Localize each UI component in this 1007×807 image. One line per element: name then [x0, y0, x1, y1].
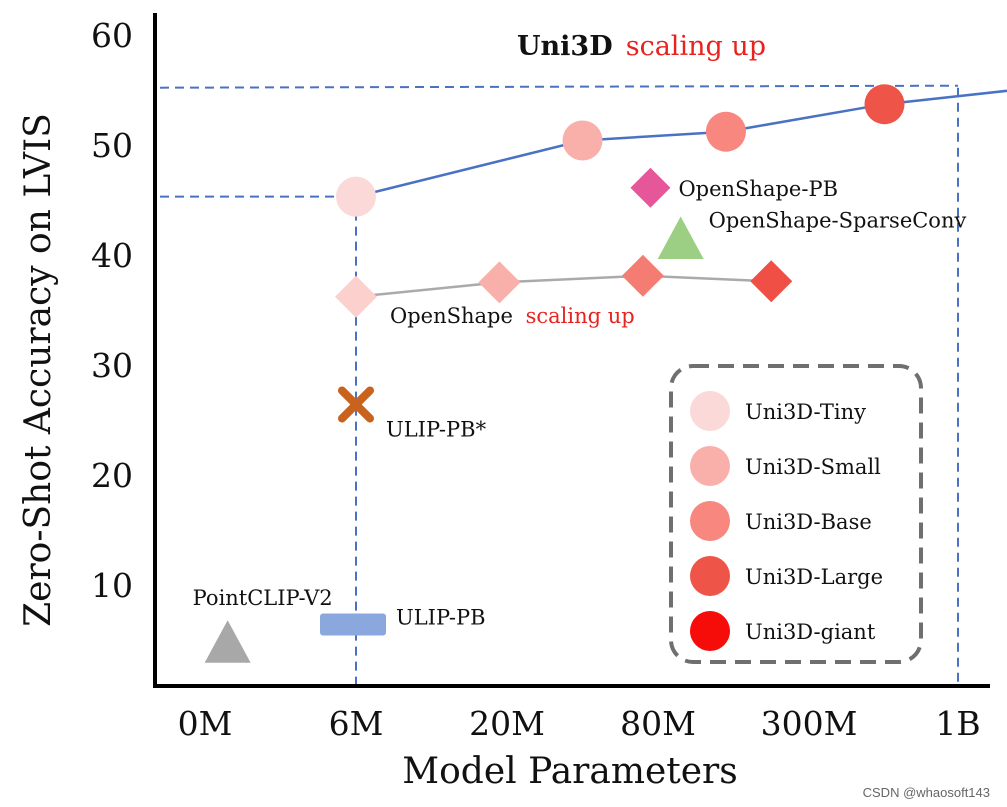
- legend-label: Uni3D-Tiny: [745, 400, 866, 424]
- legend-swatch: [690, 501, 730, 541]
- annotation-label: PointCLIP-V2: [193, 586, 333, 610]
- x-tick-label: 0M: [178, 704, 233, 743]
- uni3d-point: [864, 84, 905, 125]
- y-tick-label: 50: [91, 126, 133, 165]
- annotation-labels: OpenShape-PB OpenShape-SparseConv ULIP-PB*…: [193, 177, 967, 630]
- openshape-label-part1: OpenShape: [390, 304, 513, 328]
- openshape-point: [621, 254, 664, 297]
- uni3d-point: [705, 111, 746, 152]
- markers: [204, 84, 905, 663]
- annotation-label: ULIP-PB*: [386, 418, 487, 442]
- x-tick-label: 300M: [761, 704, 858, 743]
- y-tick-label: 60: [91, 16, 133, 55]
- legend-label: Uni3D-Small: [745, 455, 881, 479]
- x-tick-label: 20M: [469, 704, 545, 743]
- y-tick-labels: 10 20 30 40 50 60: [91, 16, 133, 605]
- legend-swatch: [690, 611, 730, 651]
- y-tick-label: 10: [91, 566, 133, 605]
- ulip-pb-point: [320, 613, 386, 636]
- legend-swatch: [690, 446, 730, 486]
- y-axis-title: Zero-Shot Accuracy on LVIS: [18, 113, 59, 627]
- legend-swatch: [690, 556, 730, 596]
- openshape-label-part2: scaling up: [526, 304, 635, 328]
- title-part1: Uni3D: [517, 31, 613, 62]
- legend-label: Uni3D-Base: [745, 510, 872, 534]
- legend-label: Uni3D-Large: [745, 565, 883, 589]
- legend: Uni3D-Tiny Uni3D-Small Uni3D-Base Uni3D-Lar…: [669, 364, 923, 664]
- guide-giant-horizontal: [159, 84, 959, 89]
- y-tick-label: 30: [91, 346, 133, 385]
- openshape-series-line: [355, 274, 772, 298]
- triangle-point: [657, 216, 704, 260]
- title-part2: scaling up: [626, 31, 766, 62]
- ulip-pb-star-point: [338, 386, 374, 423]
- legend-label: Uni3D-giant: [745, 620, 876, 644]
- openshape-pb-point: [630, 167, 671, 208]
- openshape-point: [478, 261, 521, 304]
- legend-swatch: [690, 391, 730, 431]
- annotation-label: ULIP-PB: [396, 606, 486, 630]
- openshape-point: [750, 260, 793, 303]
- annotation-label: OpenShape-SparseConv: [709, 209, 967, 233]
- uni3d-point: [336, 176, 376, 217]
- x-tick-label: 1B: [935, 704, 980, 743]
- x-tick-labels: 0M 6M 20M 80M 300M 1B: [178, 704, 981, 743]
- openshape-scaling-label: OpenShape scaling up: [390, 304, 635, 328]
- y-tick-label: 40: [91, 236, 133, 275]
- watermark: CSDN @whaosoft143: [863, 785, 990, 800]
- legend-box: [669, 364, 923, 664]
- x-axis-title: Model Parameters: [402, 751, 737, 792]
- chart-title: Uni3D scaling up: [517, 31, 766, 62]
- openshape-point: [335, 275, 377, 318]
- triangle-point: [204, 620, 251, 663]
- annotation-label: OpenShape-PB: [678, 177, 838, 201]
- x-tick-label: 6M: [329, 704, 384, 743]
- uni3d-point: [562, 120, 603, 161]
- y-tick-label: 20: [91, 456, 133, 495]
- x-tick-label: 80M: [620, 704, 696, 743]
